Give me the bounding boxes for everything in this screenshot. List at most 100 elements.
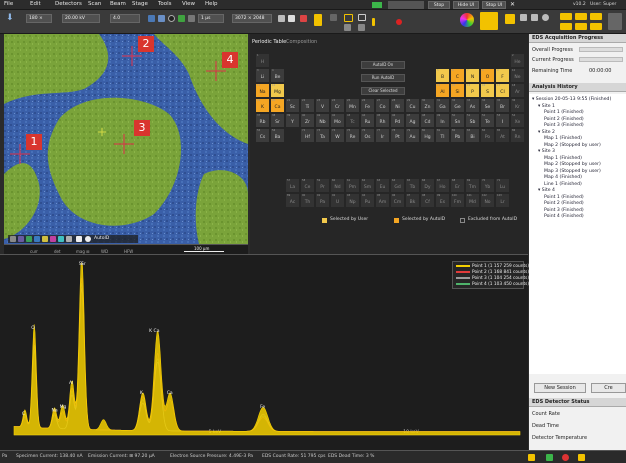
element-pu[interactable]: 94 Pu — [361, 194, 374, 207]
spectrum-icon[interactable] — [480, 12, 498, 30]
element-es[interactable]: 99 Es — [436, 194, 449, 207]
element-sc[interactable]: 21 Sc — [286, 99, 299, 112]
element-w[interactable]: 74 W — [331, 129, 344, 142]
element-th[interactable]: 90 Th — [301, 194, 314, 207]
camera-icon[interactable] — [278, 15, 285, 22]
draw-icon[interactable] — [358, 24, 365, 31]
element-eu[interactable]: 63 Eu — [376, 179, 389, 192]
history-item[interactable]: Point 4 (Finished) — [544, 214, 584, 219]
element-be[interactable]: 4 Be — [271, 69, 284, 82]
element-ag[interactable]: 47 Ag — [406, 114, 419, 127]
element-s[interactable]: 16 S — [481, 84, 494, 97]
element-nb[interactable]: 41 Nb — [316, 114, 329, 127]
history-item[interactable]: Map 2 (Stopped by user) — [544, 142, 601, 148]
record-dot-icon[interactable] — [396, 19, 402, 25]
tab-periodic-table[interactable]: Periodic Table — [252, 39, 287, 45]
swatch-icon[interactable] — [26, 236, 32, 242]
element-hf[interactable]: 72 Hf — [301, 129, 314, 142]
close-icon[interactable]: ✕ — [510, 1, 516, 8]
session-icon[interactable] — [590, 23, 602, 30]
element-i[interactable]: 53 I — [496, 114, 509, 127]
element-tc[interactable]: 43 Tc — [346, 114, 359, 127]
history-item[interactable]: Map 2 (Stopped by user) — [544, 162, 601, 167]
history-item[interactable]: Map 1 (Finished) — [544, 136, 582, 141]
element-k[interactable]: 19 K — [256, 99, 269, 112]
element-sn[interactable]: 50 Sn — [451, 114, 464, 127]
menu-beam[interactable]: Beam — [110, 1, 126, 7]
element-lr[interactable]: 103 Lr — [496, 194, 509, 207]
resolution-select[interactable]: 3072 × 2048 — [232, 14, 272, 23]
element-pa[interactable]: 91 Pa — [316, 194, 329, 207]
stop-ui-button[interactable]: Stop UI — [482, 1, 506, 9]
green-icon[interactable] — [178, 15, 185, 22]
element-re[interactable]: 75 Re — [346, 129, 359, 142]
swatch-icon[interactable] — [58, 236, 64, 242]
rect-select-icon[interactable] — [344, 14, 353, 22]
site-icon[interactable] — [575, 23, 587, 30]
element-tl[interactable]: 81 Tl — [436, 129, 449, 142]
element-pd[interactable]: 46 Pd — [391, 114, 404, 127]
element-rn[interactable]: 86 Rn — [511, 129, 524, 142]
point-icon[interactable] — [575, 13, 587, 20]
element-ho[interactable]: 67 Ho — [436, 179, 449, 192]
history-item[interactable]: Point 1 (Finished) — [544, 110, 584, 115]
element-ac[interactable]: 89 Ac — [286, 194, 299, 207]
element-pm[interactable]: 61 Pm — [346, 179, 359, 192]
element-cd[interactable]: 48 Cd — [421, 114, 434, 127]
element-yb[interactable]: 70 Yb — [481, 179, 494, 192]
element-md[interactable]: 101 Md — [466, 194, 479, 207]
element-pt[interactable]: 78 Pt — [391, 129, 404, 142]
stop-button[interactable]: Stop — [428, 1, 450, 9]
element-au[interactable]: 79 Au — [406, 129, 419, 142]
element-sm[interactable]: 62 Sm — [361, 179, 374, 192]
menu-help[interactable]: Help — [205, 1, 218, 7]
history-item[interactable]: Map 1 (Finished) — [544, 155, 582, 161]
marker-2[interactable]: 2 — [138, 36, 154, 52]
element-la[interactable]: 57 La — [286, 179, 299, 192]
element-cu[interactable]: 29 Cu — [406, 99, 419, 112]
menu-stage[interactable]: Stage — [132, 1, 148, 7]
run-autoid-button[interactable]: Run AutoID — [361, 74, 405, 82]
element-ca[interactable]: 20 Ca — [271, 99, 284, 112]
map-icon[interactable] — [560, 13, 572, 20]
history-item[interactable]: Point 3 (Finished) — [544, 207, 584, 213]
element-as[interactable]: 33 As — [466, 99, 479, 112]
spectrum-status-icon[interactable] — [578, 454, 585, 461]
calculator-icon[interactable] — [158, 15, 165, 22]
marker-1[interactable]: 1 — [26, 134, 42, 150]
record-icon[interactable] — [300, 15, 307, 22]
menu-scan[interactable]: Scan — [88, 1, 102, 7]
element-np[interactable]: 93 Np — [346, 194, 359, 207]
element-ir[interactable]: 77 Ir — [376, 129, 389, 142]
element-br[interactable]: 35 Br — [496, 99, 509, 112]
element-cs[interactable]: 55 Cs — [256, 129, 269, 142]
plus-minus-icon[interactable] — [188, 15, 195, 22]
scan-mode-select[interactable]: 180 × — [26, 14, 52, 23]
history-item[interactable]: Map 3 (Stopped by user) — [544, 168, 601, 174]
menu-view[interactable]: View — [182, 1, 196, 7]
history-item[interactable]: ▾ Site 2 — [538, 129, 555, 135]
swatch-icon[interactable] — [66, 236, 72, 242]
element-no[interactable]: 102 No — [481, 194, 494, 207]
element-kr[interactable]: 36 Kr — [511, 99, 524, 112]
element-pb[interactable]: 82 Pb — [451, 129, 464, 142]
more-icon[interactable] — [608, 13, 622, 30]
history-item[interactable]: ▾ Site 1 — [538, 103, 555, 109]
element-ga[interactable]: 31 Ga — [436, 99, 449, 112]
element-ba[interactable]: 56 Ba — [271, 129, 284, 142]
spot-select[interactable]: 4.0 — [110, 14, 140, 23]
move-icon[interactable] — [344, 24, 351, 31]
element-tb[interactable]: 65 Tb — [406, 179, 419, 192]
element-fe[interactable]: 26 Fe — [361, 99, 374, 112]
element-he[interactable]: 2 He — [511, 54, 524, 67]
element-mn[interactable]: 25 Mn — [346, 99, 359, 112]
analysis-history-tree[interactable]: ▾ Session 20-05-13 9:55 (Finished) ▾ Site… — [529, 94, 626, 374]
element-er[interactable]: 68 Er — [451, 179, 464, 192]
dwell-select[interactable]: 1 µs — [198, 14, 224, 23]
image-icon[interactable] — [288, 15, 295, 22]
swatch-icon[interactable] — [10, 236, 16, 242]
element-co[interactable]: 27 Co — [376, 99, 389, 112]
element-u[interactable]: 92 U — [331, 194, 344, 207]
